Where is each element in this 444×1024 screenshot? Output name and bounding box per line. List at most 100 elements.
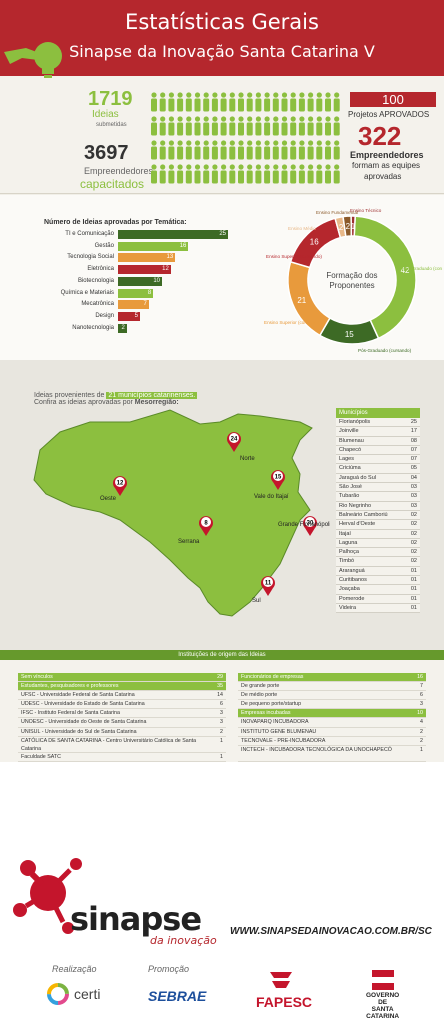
person-icon — [211, 116, 218, 136]
municipio-count: 07 — [410, 446, 417, 453]
municipio-name: Joaçaba — [339, 586, 360, 593]
realizacao-label: Realização — [52, 964, 97, 974]
person-icon — [333, 140, 340, 160]
institution-row: Sem vínculos 29 — [18, 673, 226, 683]
institution-row: De médio porte 6 — [238, 691, 426, 701]
svg-text:12: 12 — [117, 481, 124, 487]
person-icon — [290, 116, 297, 136]
person-icon — [168, 92, 175, 112]
institution-name: Empresas incubadas — [241, 710, 291, 717]
person-icon — [325, 164, 331, 184]
institution-name: Faculdade SATC — [21, 753, 61, 760]
person-icon — [168, 140, 175, 160]
person-icon — [159, 140, 166, 160]
bar-chart-title: Número de Ideias aprovadas por Temática: — [44, 219, 187, 226]
map-pin: 11 Sul — [252, 576, 275, 604]
person-icon — [220, 116, 227, 136]
institution-row: Faculdade SATC 1 — [18, 753, 226, 762]
municipio-count: 02 — [410, 539, 417, 546]
institution-name: CATÓLICA DE SANTA CATARINA - Centro Univ… — [21, 737, 197, 752]
sinapse-logo-sub: da inovação — [150, 934, 217, 947]
municipio-name: Tubarão — [339, 493, 360, 500]
municipio-name: Lages — [339, 456, 354, 463]
person-icon — [298, 116, 305, 136]
region-label: Sul — [252, 598, 261, 604]
municipio-row: Joaçaba 01 — [336, 585, 420, 595]
institution-name: INOVAPARQ INCUBADORA — [241, 719, 309, 726]
municipio-name: Florianópolis — [339, 419, 371, 425]
bar: 5 — [118, 311, 140, 321]
person-icon — [333, 164, 340, 184]
person-icon — [333, 116, 340, 136]
institution-name: UDESC - Universidade do Estado de Santa … — [21, 701, 145, 708]
institution-count: 1 — [420, 746, 423, 753]
svg-text:15: 15 — [275, 475, 282, 481]
institution-name: Sem vínculos — [21, 674, 53, 680]
person-icon — [290, 164, 297, 184]
municipio-row: Timbó 02 — [336, 557, 420, 567]
municipio-row: Jaraguá do Sul 04 — [336, 473, 420, 484]
svg-text:11: 11 — [265, 581, 272, 587]
person-icon — [246, 92, 253, 112]
municipio-row: Rio Negrinho 03 — [336, 501, 420, 511]
person-icon — [316, 140, 323, 160]
person-icon — [203, 116, 210, 136]
municipio-count: 03 — [410, 493, 417, 500]
institution-count: 4 — [420, 719, 423, 726]
gov-line4: CATARINA — [366, 1013, 400, 1020]
person-icon — [211, 164, 218, 184]
state-shape — [33, 409, 313, 617]
person-icon — [151, 92, 157, 112]
person-icon — [159, 116, 166, 136]
donut-value: 2 — [346, 222, 351, 231]
bar-row: Design 5 — [44, 311, 244, 321]
institution-row: INSTITUTO GENE BLUMENAU 2 — [238, 728, 426, 737]
municipio-count: 01 — [410, 586, 417, 593]
person-icon — [272, 92, 279, 112]
person-icon — [272, 164, 279, 184]
person-icon — [307, 116, 314, 136]
donut-value: 21 — [297, 296, 306, 305]
municipio-name: Pomerode — [339, 595, 365, 602]
fapesc-icon — [270, 972, 292, 988]
municipio-name: Criciúma — [339, 465, 361, 472]
person-icon — [272, 140, 279, 160]
sinapse-splash-icon — [13, 858, 82, 934]
person-icon — [264, 92, 271, 112]
donut-center-text: Formação dos — [326, 271, 377, 280]
person-icon — [238, 140, 244, 160]
person-icon — [159, 92, 166, 112]
person-icon — [203, 140, 210, 160]
institution-count: 35 — [217, 683, 223, 690]
municipio-row: Palhoça 02 — [336, 548, 420, 558]
municipio-name: Timbó — [339, 558, 355, 565]
bar-row: Tecnologia Social 13 — [44, 253, 244, 263]
website-url[interactable]: WWW.SINAPSEDAINOVACAO.COM.BR/SC — [230, 926, 432, 937]
lightbulb-hand-icon — [4, 42, 62, 78]
municipio-row: Tubarão 03 — [336, 492, 420, 502]
map-pin: 8 Serrana — [178, 516, 214, 545]
person-icon — [177, 140, 184, 160]
person-icon — [185, 140, 192, 160]
institution-count: 7 — [420, 683, 423, 690]
municipio-count: 01 — [410, 604, 417, 611]
institution-count: 6 — [420, 692, 423, 699]
map-caption-1: Ideias provenientes de — [34, 392, 105, 399]
donut-center-text: Proponentes — [329, 281, 374, 290]
ideas-count: 1719 — [88, 88, 133, 110]
municipio-name: Videira — [339, 604, 357, 611]
bar: 10 — [118, 276, 162, 286]
person-icon — [151, 140, 157, 160]
sebrae-logo: SEBRAE — [148, 988, 207, 1004]
person-icon — [211, 140, 218, 160]
bar-label: Mecatrônica — [81, 301, 114, 308]
municipio-row: Florianópolis 25 — [336, 418, 420, 428]
person-icon — [168, 164, 175, 184]
footer — [0, 762, 444, 1024]
person-icon — [177, 116, 184, 136]
donut-label: Ensino Médio — [288, 226, 316, 231]
people-grid-icon — [151, 92, 340, 184]
municipio-name: Balneário Camboriú — [339, 511, 388, 518]
bar-row: Nanotecnologia 2 — [44, 323, 244, 333]
